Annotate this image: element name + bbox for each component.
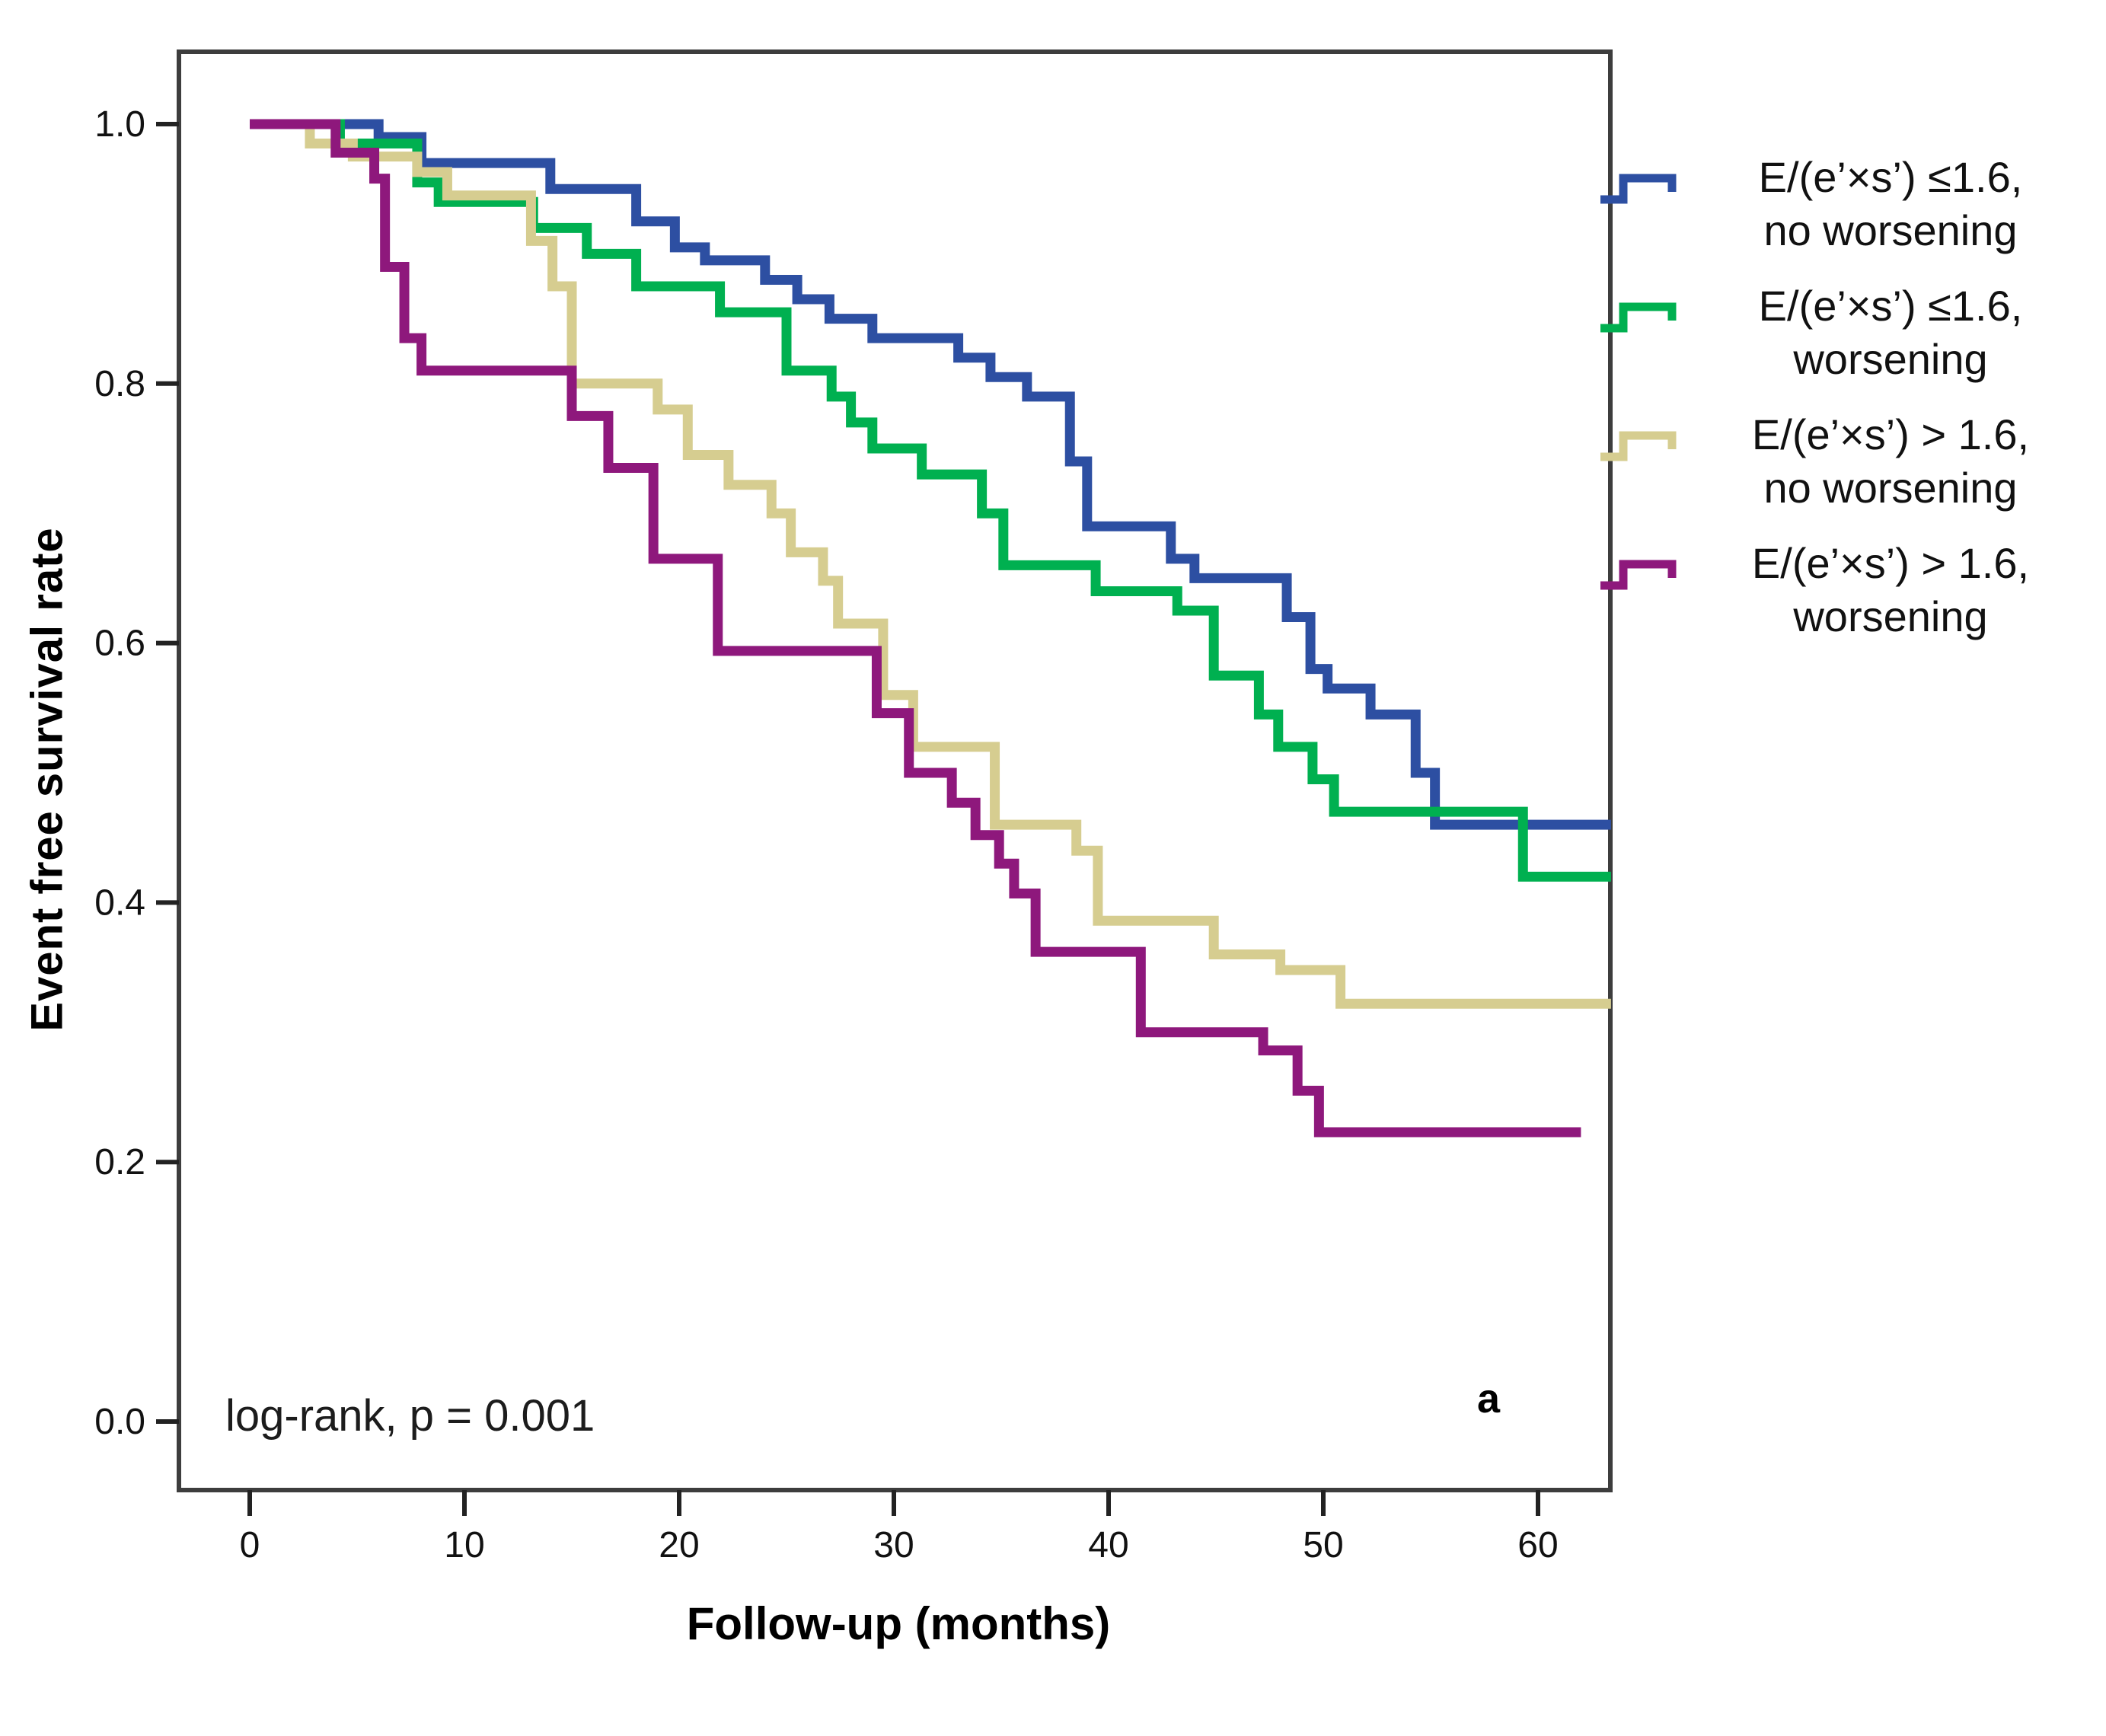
x-tick-label: 40 (1088, 1525, 1128, 1565)
x-axis-title: Follow-up (months) (686, 1598, 1111, 1649)
y-tick-label: 0.6 (94, 624, 145, 664)
legend-item: E/(e’×s’) ≤1.6, worsening (1597, 279, 2085, 386)
legend-label: E/(e’×s’) > 1.6, no worsening (1696, 408, 2085, 515)
x-tick-label: 10 (444, 1525, 484, 1565)
km-curve (250, 119, 1611, 1009)
y-axis-title: Event free survival rate (22, 527, 72, 1032)
km-curve (250, 119, 1611, 882)
legend-label-line2: no worsening (1763, 464, 2018, 512)
x-tick-label: 50 (1303, 1525, 1343, 1565)
legend-item: E/(e’×s’) > 1.6, no worsening (1597, 408, 2085, 515)
legend-label-line1: E/(e’×s’) ≤1.6, (1758, 153, 2023, 201)
legend-label-line2: no worsening (1763, 206, 2018, 254)
legend-label-line2: worsening (1793, 592, 1988, 640)
legend-swatch-path (1600, 560, 1677, 590)
x-tick-label: 60 (1517, 1525, 1558, 1565)
legend-swatch-path (1600, 431, 1677, 461)
step-line-swatch-icon (1600, 302, 1677, 333)
legend-item: E/(e’×s’) ≤1.6, no worsening (1597, 151, 2085, 257)
panel-label-a: a (1476, 1376, 1501, 1422)
y-tick-label: 0.2 (94, 1142, 145, 1182)
legend-label-line2: worsening (1793, 335, 1988, 383)
logrank-annotation: log-rank, p = 0.001 (225, 1391, 595, 1441)
step-line-swatch-icon (1600, 431, 1677, 461)
y-tick-label: 1.0 (94, 104, 145, 145)
legend-label-line1: E/(e’×s’) > 1.6, (1751, 410, 2030, 458)
step-line-swatch-icon (1600, 560, 1677, 590)
legend-item: E/(e’×s’) > 1.6, worsening (1597, 537, 2085, 643)
legend-label: E/(e’×s’) ≤1.6, worsening (1696, 279, 2085, 386)
x-tick-label: 20 (659, 1525, 699, 1565)
y-tick-label: 0.8 (94, 364, 145, 404)
legend-swatch-path (1600, 302, 1677, 333)
legend-label: E/(e’×s’) ≤1.6, no worsening (1696, 151, 2085, 257)
x-tick-label: 0 (240, 1525, 260, 1565)
legend-label-line1: E/(e’×s’) ≤1.6, (1758, 282, 2023, 330)
y-tick-label: 0.4 (94, 882, 145, 923)
legend-label-line1: E/(e’×s’) > 1.6, (1751, 539, 2030, 587)
legend-swatch-path (1600, 174, 1677, 204)
step-line-swatch-icon (1600, 174, 1677, 204)
y-tick-label: 0.0 (94, 1402, 145, 1442)
km-curve (250, 119, 1611, 830)
km-curve (250, 119, 1581, 1138)
legend-label: E/(e’×s’) > 1.6, worsening (1696, 537, 2085, 643)
x-tick-label: 30 (873, 1525, 914, 1565)
